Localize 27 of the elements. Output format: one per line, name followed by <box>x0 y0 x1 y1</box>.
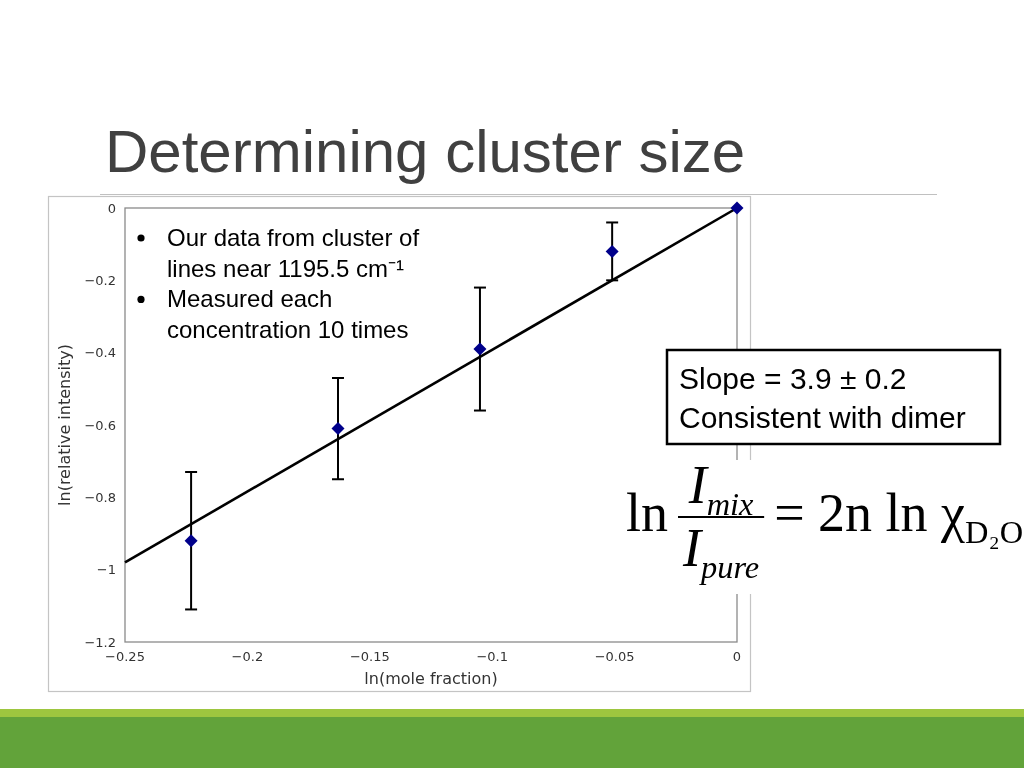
y-tick-label: −0.6 <box>84 417 116 433</box>
annotation: Slope = 3.9 ± 0.2 <box>679 362 907 395</box>
x-axis-title: ln(mole fraction) <box>364 669 498 688</box>
x-tick-label: −0.2 <box>231 649 264 664</box>
x-tick-label: −0.15 <box>349 649 390 664</box>
point <box>331 422 345 436</box>
x-tick-label: 0 <box>732 649 742 664</box>
y-tick-label: −1 <box>96 562 116 578</box>
x-tick-label: −0.1 <box>476 649 508 664</box>
y-tick-label: −0.2 <box>84 272 116 288</box>
y-tick-label: −0.8 <box>84 489 116 505</box>
annotation: ln <box>626 483 669 543</box>
y-tick-label: −0.4 <box>84 345 116 361</box>
annotation: Our data from cluster of lines near 1195.5 cm⁻¹ <box>167 224 420 282</box>
point <box>473 342 487 356</box>
y-tick-label: −1.2 <box>84 634 116 650</box>
annotation: Consistent with dimer <box>679 401 966 434</box>
point <box>605 244 619 258</box>
point <box>184 534 198 548</box>
x-tick-label: −0.05 <box>594 649 635 664</box>
x-tick-label: −0.25 <box>105 649 145 664</box>
annotation: Measured each concentration 10 times <box>167 285 409 344</box>
point <box>730 201 744 215</box>
chart-title: Determining cluster size <box>105 118 746 185</box>
y-tick-label: 0 <box>107 200 116 216</box>
y-axis-title: ln(relative intensity) <box>55 344 74 506</box>
text: = 2n ln χ$_{D₂O}$ <box>774 483 1024 550</box>
